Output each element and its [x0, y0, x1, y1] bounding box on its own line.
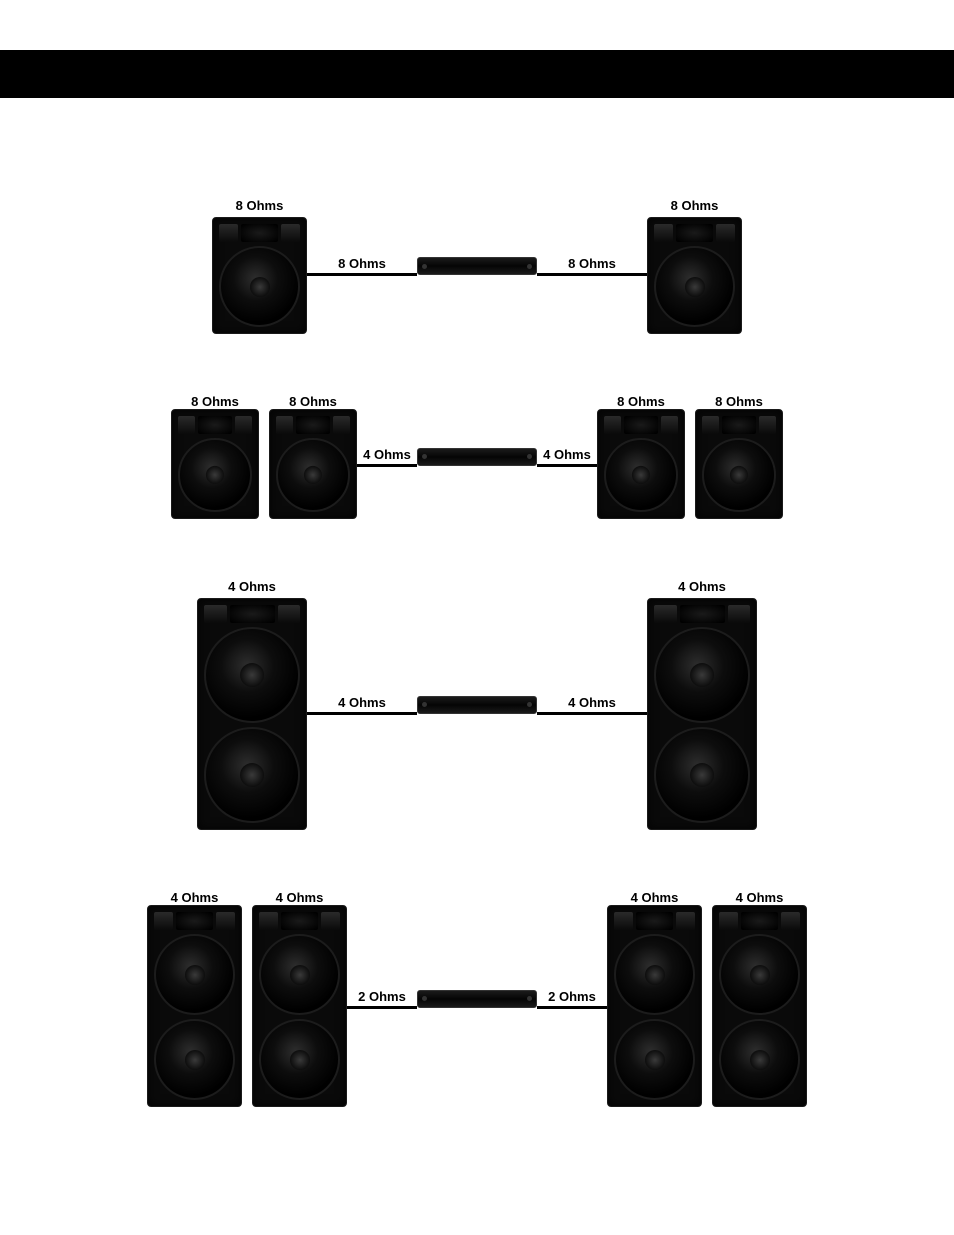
amp-assembly: 2 Ohms 2 Ohms — [347, 989, 607, 1009]
left-speaker-group: 4 Ohms 4 Ohms — [147, 890, 347, 1107]
speaker-ohm-label: 8 Ohms — [695, 394, 783, 409]
wire-left: 8 Ohms — [307, 256, 417, 276]
right-speaker-group: 4 Ohms 4 Ohms — [607, 890, 807, 1107]
amp-right-ohm-label: 4 Ohms — [543, 447, 591, 462]
left-speaker-group: 8 Ohms 8 Ohms — [171, 394, 357, 519]
wire-left: 2 Ohms — [347, 989, 417, 1009]
amp-left-ohm-label: 2 Ohms — [358, 989, 406, 1004]
speaker-ohm-label: 8 Ohms — [171, 394, 259, 409]
speaker-ohm-label: 4 Ohms — [678, 579, 726, 594]
speaker-icon — [647, 217, 742, 334]
amp-right-ohm-label: 8 Ohms — [568, 256, 616, 271]
left-speaker-group: 4 Ohms — [197, 579, 307, 830]
speaker-ohm-label: 4 Ohms — [147, 890, 242, 905]
speaker-icon — [695, 409, 783, 519]
wire-right: 4 Ohms — [537, 695, 647, 715]
wire-left: 4 Ohms — [307, 695, 417, 715]
amp-left-ohm-label: 8 Ohms — [338, 256, 386, 271]
speaker-tall-icon — [252, 905, 347, 1107]
wire-right: 4 Ohms — [537, 447, 597, 467]
speaker-icon — [212, 217, 307, 334]
wire-left: 4 Ohms — [357, 447, 417, 467]
amplifier-icon — [417, 257, 537, 275]
speaker-ohm-label: 4 Ohms — [228, 579, 276, 594]
speaker-ohm-label: 8 Ohms — [671, 198, 719, 213]
speaker-tall-icon — [197, 598, 307, 830]
right-speaker-group: 4 Ohms — [647, 579, 757, 830]
amplifier-icon — [417, 990, 537, 1008]
amplifier-icon — [417, 448, 537, 466]
config-row-3: 4 Ohms 4 Ohms 4 Ohms 4 Ohms — [40, 579, 914, 830]
amp-assembly: 4 Ohms 4 Ohms — [307, 695, 647, 715]
speaker-ohm-label: 4 Ohms — [712, 890, 807, 905]
wire-right: 2 Ohms — [537, 989, 607, 1009]
speaker-ohm-label: 4 Ohms — [252, 890, 347, 905]
wire-right: 8 Ohms — [537, 256, 647, 276]
amp-right-ohm-label: 2 Ohms — [548, 989, 596, 1004]
right-speaker-group: 8 Ohms — [647, 198, 742, 334]
amp-assembly: 4 Ohms 4 Ohms — [357, 447, 597, 467]
diagram-content: 8 Ohms 8 Ohms 8 Ohms 8 Ohms — [0, 98, 954, 1207]
left-speaker-group: 8 Ohms — [212, 198, 307, 334]
speaker-tall-icon — [647, 598, 757, 830]
amplifier-icon — [417, 696, 537, 714]
speaker-ohm-label: 8 Ohms — [236, 198, 284, 213]
right-speaker-group: 8 Ohms 8 Ohms — [597, 394, 783, 519]
speaker-tall-icon — [607, 905, 702, 1107]
speaker-tall-icon — [712, 905, 807, 1107]
config-row-2: 8 Ohms 8 Ohms 4 Ohms 4 Ohms — [40, 394, 914, 519]
speaker-ohm-label: 4 Ohms — [607, 890, 702, 905]
amp-left-ohm-label: 4 Ohms — [338, 695, 386, 710]
speaker-ohm-label: 8 Ohms — [269, 394, 357, 409]
amp-right-ohm-label: 4 Ohms — [568, 695, 616, 710]
speaker-tall-icon — [147, 905, 242, 1107]
speaker-icon — [597, 409, 685, 519]
header-bar — [0, 50, 954, 98]
speaker-ohm-label: 8 Ohms — [597, 394, 685, 409]
speaker-icon — [171, 409, 259, 519]
amp-left-ohm-label: 4 Ohms — [363, 447, 411, 462]
amp-assembly: 8 Ohms 8 Ohms — [307, 256, 647, 276]
config-row-1: 8 Ohms 8 Ohms 8 Ohms 8 Ohms — [40, 198, 914, 334]
speaker-icon — [269, 409, 357, 519]
config-row-4: 4 Ohms 4 Ohms 2 Ohms — [40, 890, 914, 1107]
